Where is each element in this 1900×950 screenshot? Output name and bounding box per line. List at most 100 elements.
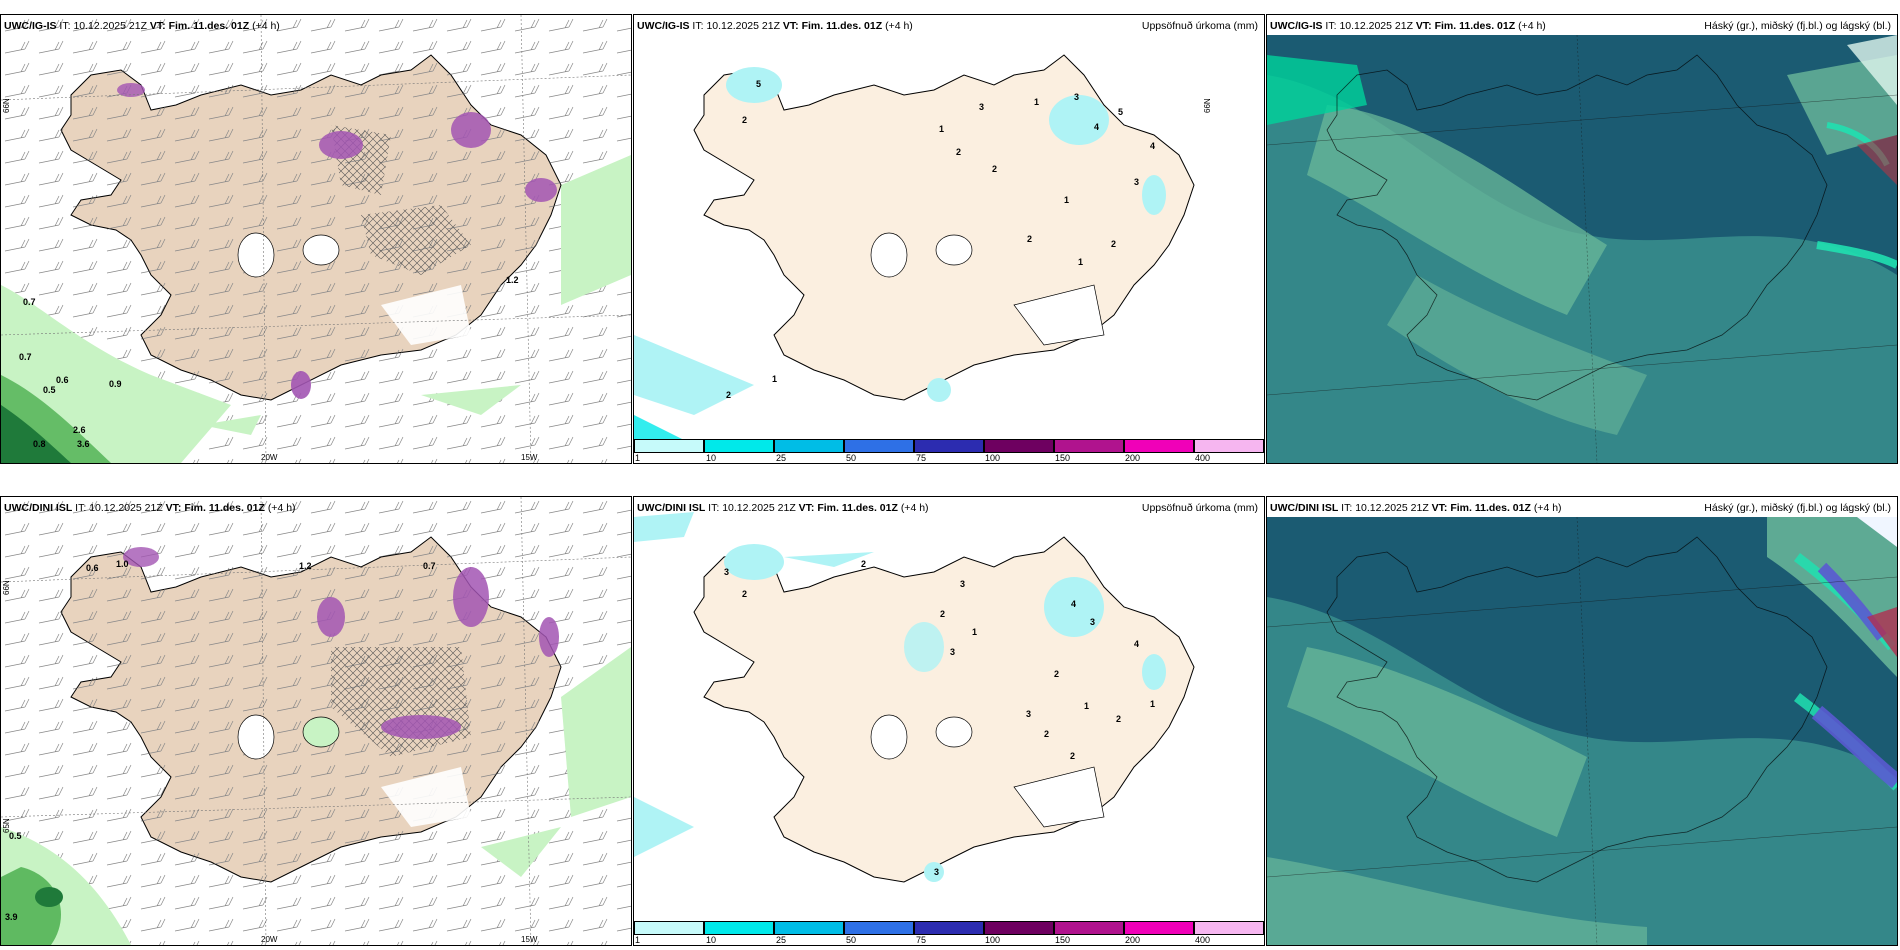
colorbar-swatch: [774, 439, 844, 453]
accum-value: 2: [1111, 239, 1116, 249]
accum-value: 2: [1070, 751, 1075, 761]
accum-value: 2: [1116, 714, 1121, 724]
accum-value: 1: [1150, 699, 1155, 709]
accum-value: 2: [861, 559, 866, 569]
accum-value: 3: [950, 647, 955, 657]
panel-variable-label: Uppsöfnuð úrkoma (mm): [1141, 20, 1258, 32]
panel-title: UWC/DINI ISL IT: 10.12.2025 21Z VT: Fim.…: [4, 502, 296, 514]
colorbar-swatch: [844, 921, 914, 935]
panel-title: UWC/IG-IS IT: 10.12.2025 21Z VT: Fim. 11…: [1270, 20, 1550, 32]
accum-value: 1: [772, 374, 777, 384]
colorbar-label: 25: [776, 935, 787, 945]
colorbar-label: 400: [1195, 453, 1211, 463]
accum-value: 2: [956, 147, 961, 157]
precip-value: 0.7: [19, 352, 32, 362]
accum-value: 3: [960, 579, 965, 589]
accum-value: 4: [1094, 122, 1099, 132]
accum-value: 3: [1026, 709, 1031, 719]
lat-label-66n: 66N: [1203, 98, 1212, 113]
colorbar-label: 1: [635, 935, 641, 945]
cloud-cover-map: [1267, 34, 1897, 463]
precip-value: 1.2: [299, 561, 312, 571]
accum-value: 1: [939, 124, 944, 134]
panel-wind-precip-bottom: UWC/DINI ISL IT: 10.12.2025 21Z VT: Fim.…: [0, 496, 632, 946]
accum-precip-map: 2 3 2 3 2 1 3 4 3 2 1 3 2 4 2 3 1 2: [634, 497, 1264, 945]
colorbar-swatch: [984, 921, 1054, 935]
colorbar-label: 10: [706, 453, 717, 463]
accum-value: 2: [1054, 669, 1059, 679]
colorbar-swatch: [984, 439, 1054, 453]
colorbar-swatch: [1194, 921, 1264, 935]
colorbar-swatch: [1124, 921, 1194, 935]
accum-value: 2: [992, 164, 997, 174]
colorbar-label: 1: [635, 453, 641, 463]
colorbar-swatch: [1124, 439, 1194, 453]
panel-title: UWC/DINI ISL IT: 10.12.2025 21Z VT: Fim.…: [1270, 502, 1566, 514]
precip-value: 3.6: [77, 439, 90, 449]
accum-value: 2: [940, 609, 945, 619]
precip-colorbar: 1 10 25 50 75 100 150 200 400: [634, 439, 1264, 463]
colorbar-label: 50: [846, 935, 857, 945]
colorbar-swatch: [1054, 921, 1124, 935]
colorbar-label: 400: [1195, 935, 1211, 945]
colorbar-swatch: [914, 439, 984, 453]
colorbar-label: 75: [916, 935, 927, 945]
colorbar-label: 100: [985, 935, 1001, 945]
cloud-cover-map: [1267, 516, 1897, 945]
colorbar-label: 50: [846, 453, 857, 463]
accum-value: 5: [756, 79, 761, 89]
precip-value: 0.6: [86, 563, 99, 573]
panel-clouds-bottom: UWC/DINI ISL IT: 10.12.2025 21Z VT: Fim.…: [1266, 496, 1898, 946]
accum-value: 2: [726, 390, 731, 400]
lon-label-15w: 15W: [521, 935, 538, 944]
accum-value: 3: [934, 867, 939, 877]
precip-value: 0.7: [23, 297, 36, 307]
precip-value: 0.5: [43, 385, 56, 395]
colorbar-swatch: [634, 439, 704, 453]
colorbar-swatch: [1054, 439, 1124, 453]
accum-value: 4: [1071, 599, 1076, 609]
precip-colorbar: 1 10 25 50 75 100 150 200 400: [634, 921, 1264, 945]
precip-value: 0.5: [9, 831, 22, 841]
colorbar-swatch: [704, 921, 774, 935]
colorbar-label: 100: [985, 453, 1001, 463]
colorbar-label: 10: [706, 935, 717, 945]
colorbar-swatch: [634, 921, 704, 935]
accum-precip-map: 5 2 3 1 2 1 2 3 4 5 4 1 2 1 3 2 1 2 66N: [634, 15, 1264, 463]
precip-value: 0.9: [109, 379, 122, 389]
lon-label-20w: 20W: [261, 935, 278, 944]
panel-title: UWC/IG-IS IT: 10.12.2025 21Z VT: Fim. 11…: [637, 20, 913, 32]
colorbar-label: 200: [1125, 935, 1141, 945]
colorbar-swatch: [774, 921, 844, 935]
colorbar-swatch: [844, 439, 914, 453]
accum-value: 1: [1034, 97, 1039, 107]
accum-value: 1: [972, 627, 977, 637]
panel-variable-label: Uppsöfnuð úrkoma (mm): [1141, 502, 1258, 514]
wind-precip-map: 20W 15W 66N 65N 0.5 3.9 0.6 1.0 0.7 1.2: [1, 497, 631, 945]
colorbar-label: 25: [776, 453, 787, 463]
colorbar-label: 150: [1055, 935, 1071, 945]
accum-value: 1: [1078, 257, 1083, 267]
panel-title: UWC/IG-IS IT: 10.12.2025 21Z VT: Fim. 11…: [4, 20, 280, 32]
panel-variable-label: Háský (gr.), miðský (fj.bl.) og lágský (…: [1700, 502, 1891, 514]
panel-title: UWC/DINI ISL IT: 10.12.2025 21Z VT: Fim.…: [637, 502, 929, 514]
precip-value: 0.6: [56, 375, 69, 385]
panel-variable-label: Háský (gr.), miðský (fj.bl.) og lágský (…: [1700, 20, 1891, 32]
lon-label-20w: 20W: [261, 453, 278, 462]
lat-label-66n: 66N: [2, 580, 11, 595]
colorbar-swatch: [704, 439, 774, 453]
panel-clouds-top: UWC/IG-IS IT: 10.12.2025 21Z VT: Fim. 11…: [1266, 14, 1898, 464]
wind-precip-map: 20W 15W 66N 0.7 0.7 0.6 0.9 0.8 2.6 3.6 …: [1, 15, 631, 463]
precip-value: 2.6: [73, 425, 86, 435]
accum-value: 1: [1084, 701, 1089, 711]
accum-value: 3: [1074, 92, 1079, 102]
colorbar-swatch: [914, 921, 984, 935]
accum-value: 5: [1118, 107, 1123, 117]
accum-value: 3: [1134, 177, 1139, 187]
colorbar-swatch: [1194, 439, 1264, 453]
colorbar-label: 150: [1055, 453, 1071, 463]
accum-value: 4: [1150, 141, 1155, 151]
accum-value: 1: [1064, 195, 1069, 205]
lon-label-15w: 15W: [521, 453, 538, 462]
colorbar-label: 75: [916, 453, 927, 463]
